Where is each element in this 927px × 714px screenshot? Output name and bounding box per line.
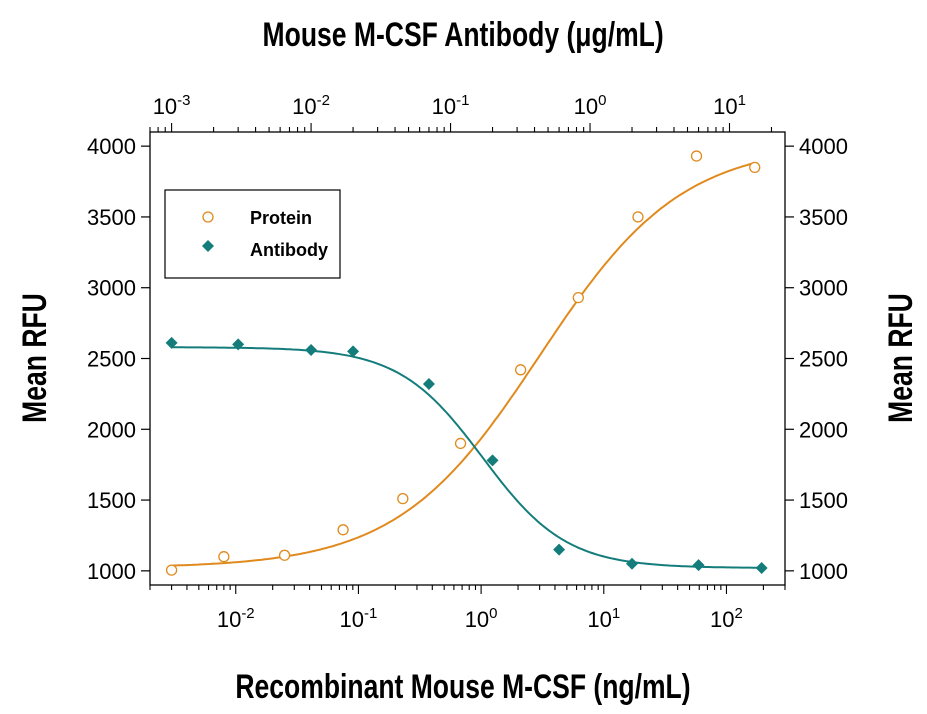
legend-box bbox=[164, 189, 341, 279]
fit-curve-protein bbox=[171, 161, 755, 567]
legend-label-antibody: Antibody bbox=[250, 240, 328, 260]
point-protein bbox=[165, 564, 178, 576]
fit-curve-antibody bbox=[171, 346, 762, 569]
x-tick-label-bottom: 102 bbox=[710, 605, 743, 632]
point-antibody bbox=[486, 454, 499, 467]
y-tick-label-right: 3500 bbox=[799, 205, 848, 230]
x-tick-label-bottom: 10-2 bbox=[217, 605, 255, 632]
fit-curves bbox=[171, 161, 762, 569]
point-protein bbox=[572, 291, 584, 304]
x-tick-label-bottom: 10-1 bbox=[340, 605, 378, 632]
y-tick-label-left: 1500 bbox=[87, 488, 136, 513]
y-tick-label-right: 2500 bbox=[799, 347, 848, 372]
y-axis-label-right: Mean RFU bbox=[882, 293, 920, 423]
point-protein bbox=[337, 524, 349, 536]
x-tick-label-top: 100 bbox=[574, 92, 607, 119]
y-tick-label-left: 3000 bbox=[87, 276, 136, 301]
y-axis-label-left: Mean RFU bbox=[16, 293, 54, 423]
point-protein bbox=[632, 211, 644, 223]
axes: 1000 1500 2000 2500 3000 3500 4000 1000 1500 2000… bbox=[87, 92, 848, 632]
point-antibody bbox=[347, 345, 360, 358]
y-tick-label-left: 2000 bbox=[87, 417, 136, 442]
data-points bbox=[165, 150, 768, 576]
y-tick-label-left: 4000 bbox=[87, 134, 136, 159]
point-antibody bbox=[692, 559, 705, 572]
legend-marker-antibody bbox=[202, 240, 214, 252]
legend: Protein Antibody bbox=[164, 189, 341, 279]
point-antibody bbox=[553, 543, 566, 556]
point-protein bbox=[690, 150, 703, 162]
point-antibody bbox=[232, 338, 245, 351]
legend-label-protein: Protein bbox=[250, 208, 312, 228]
point-protein bbox=[749, 161, 761, 174]
y-tick-label-left: 2500 bbox=[87, 347, 136, 372]
x-tick-label-top: 10-1 bbox=[432, 92, 470, 119]
point-antibody bbox=[755, 562, 768, 575]
point-protein bbox=[278, 549, 291, 561]
point-protein bbox=[514, 364, 527, 376]
point-protein bbox=[397, 492, 409, 505]
point-antibody bbox=[165, 336, 178, 349]
point-protein bbox=[454, 437, 467, 450]
y-tick-label-right: 1000 bbox=[799, 559, 848, 584]
legend-marker-protein bbox=[202, 211, 214, 223]
x-tick-label-top: 101 bbox=[713, 92, 746, 119]
point-antibody bbox=[305, 344, 318, 357]
x-axis-label: Recombinant Mouse M-CSF (ng/mL) bbox=[235, 668, 690, 706]
y-tick-label-left: 3500 bbox=[87, 205, 136, 230]
y-tick-label-right: 4000 bbox=[799, 134, 848, 159]
point-protein bbox=[218, 551, 230, 563]
x-tick-label-bottom: 100 bbox=[465, 605, 498, 632]
y-tick-label-right: 3000 bbox=[799, 276, 848, 301]
y-tick-label-right: 2000 bbox=[799, 417, 848, 442]
chart-title: Mouse M-CSF Antibody (μg/mL) bbox=[263, 16, 664, 54]
x-tick-label-bottom: 101 bbox=[587, 605, 620, 632]
point-antibody bbox=[626, 557, 639, 570]
x-tick-label-top: 10-2 bbox=[292, 92, 330, 119]
x-tick-label-top: 10-3 bbox=[153, 92, 191, 119]
y-tick-label-left: 1000 bbox=[87, 559, 136, 584]
point-antibody bbox=[422, 377, 435, 390]
y-tick-label-right: 1500 bbox=[799, 488, 848, 513]
